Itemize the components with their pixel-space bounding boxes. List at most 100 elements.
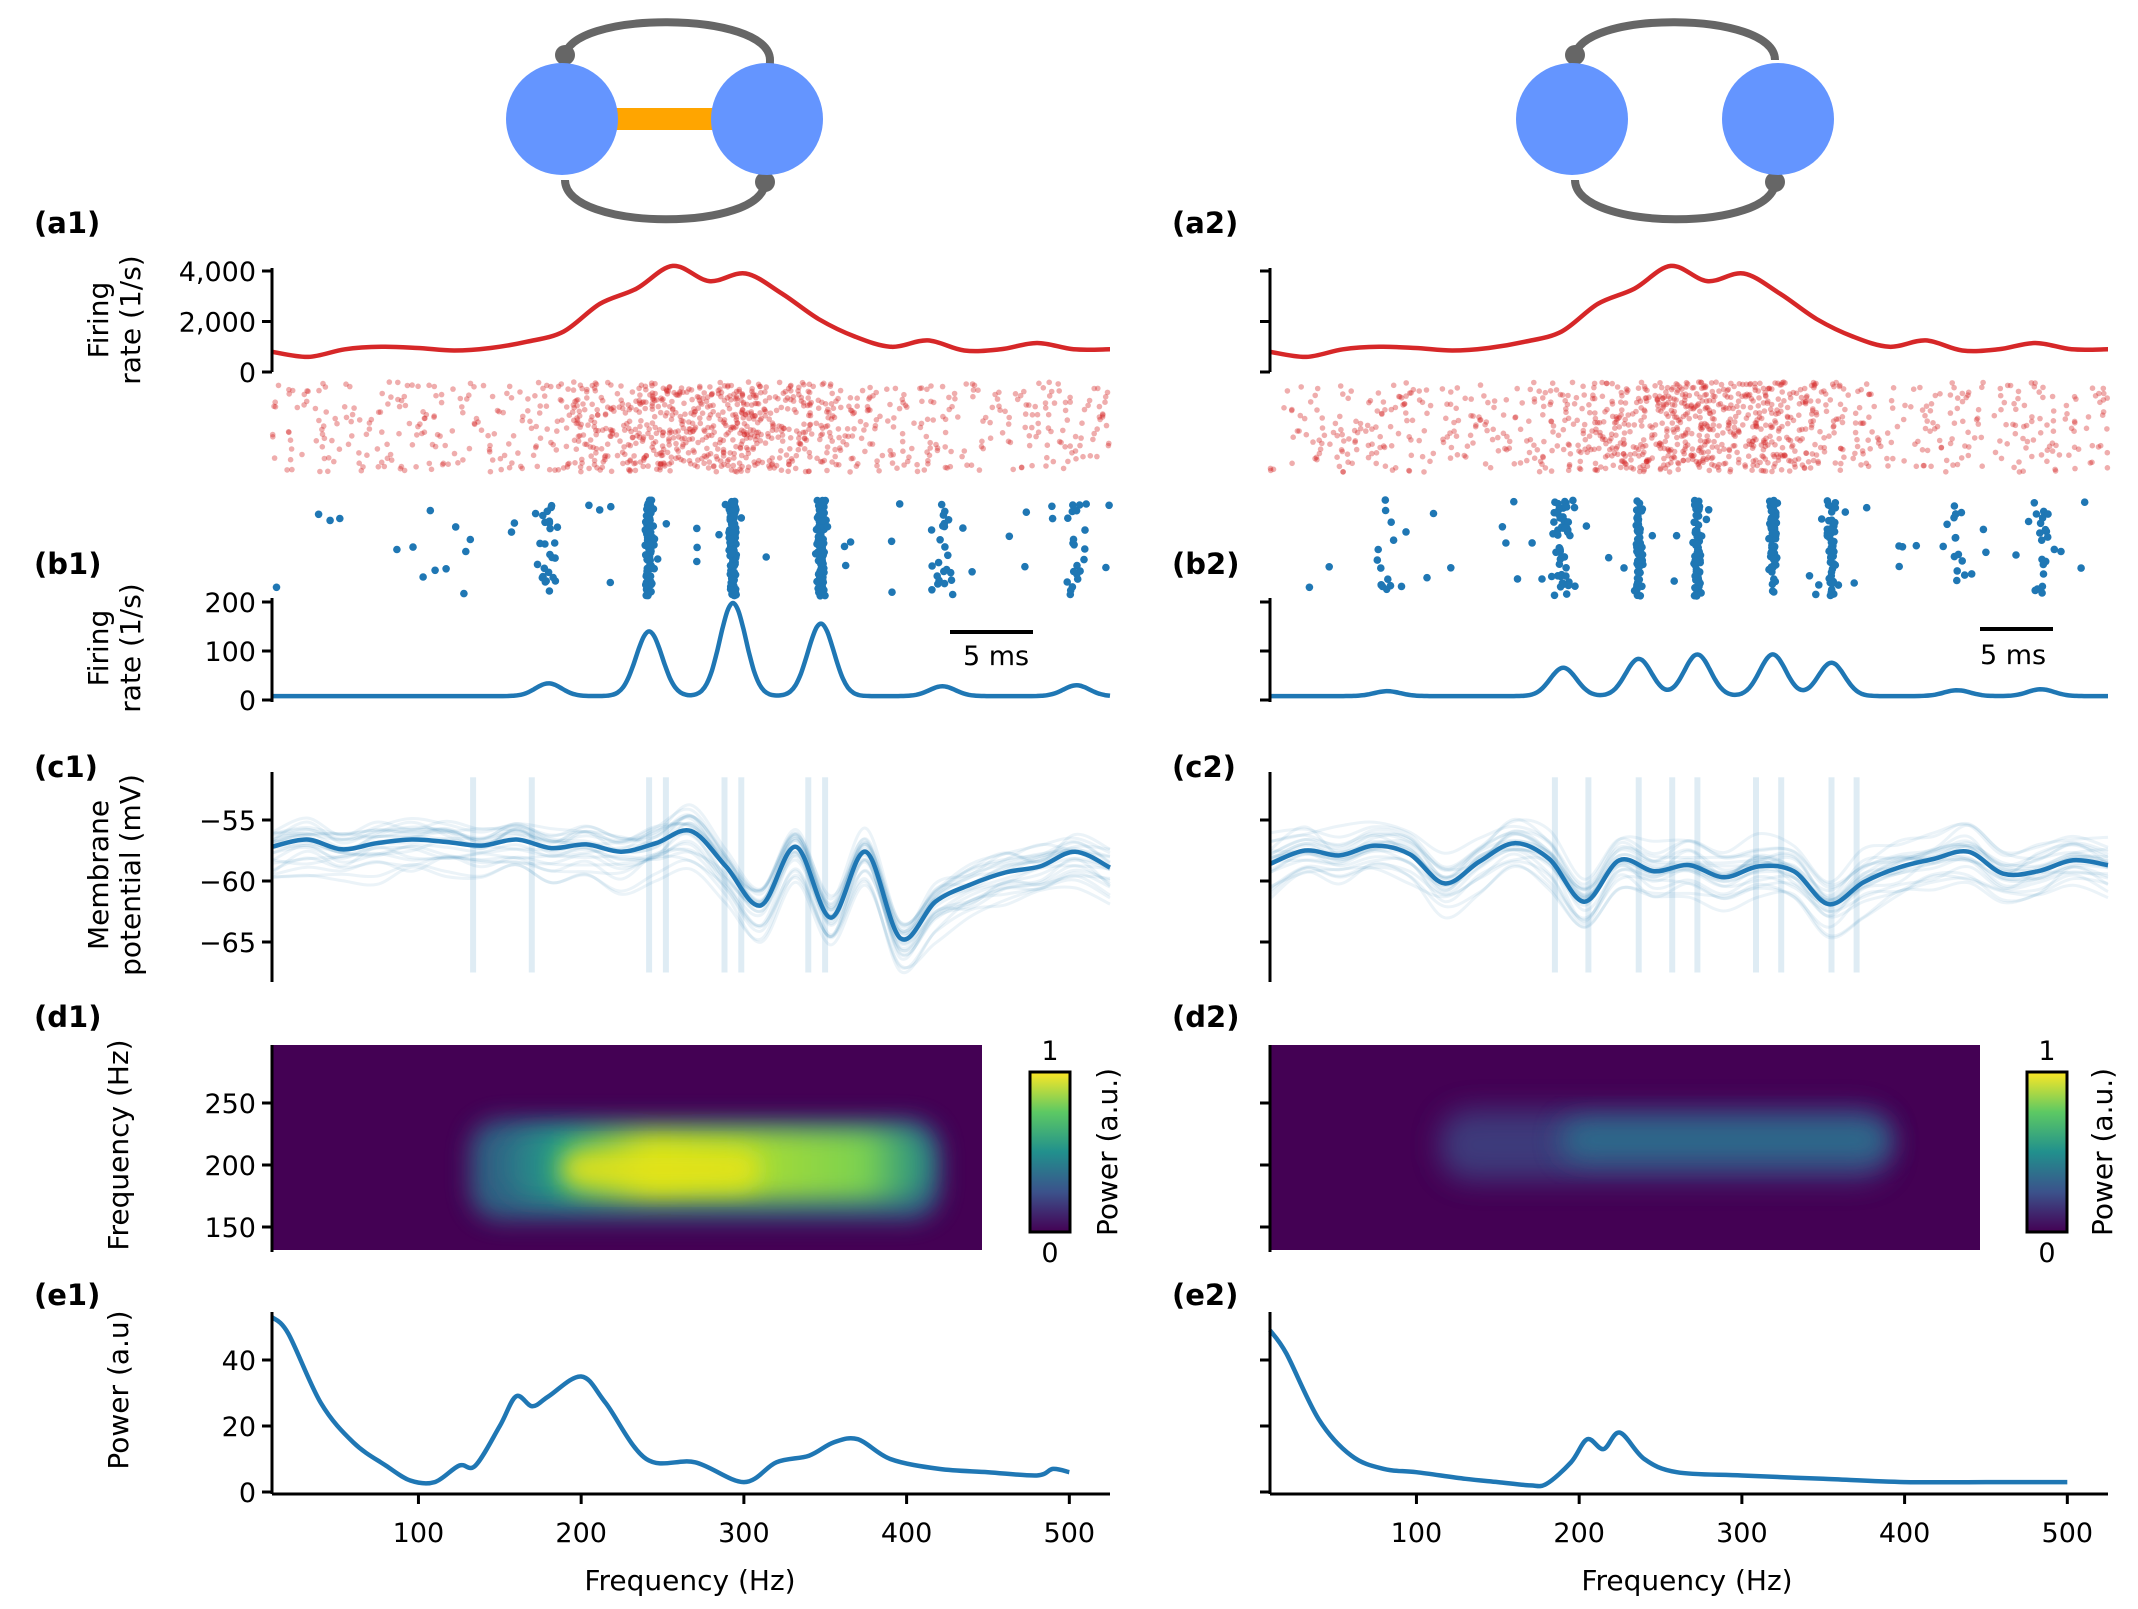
membrane-trace xyxy=(1269,845,2109,913)
raster-dot xyxy=(591,461,598,468)
raster-dot xyxy=(2016,459,2022,465)
raster-dot xyxy=(1931,426,1938,432)
raster-dot xyxy=(648,380,655,387)
e1-y-tick-label: 20 xyxy=(222,1412,256,1443)
raster-dot xyxy=(1831,518,1839,527)
raster-dot xyxy=(1681,400,1688,407)
raster-dot xyxy=(1915,438,1921,445)
raster-dot xyxy=(1387,518,1395,526)
raster-dot xyxy=(1365,454,1372,461)
raster-dot xyxy=(2077,564,2085,572)
raster-dot xyxy=(1710,397,1717,404)
raster-dot xyxy=(1439,386,1446,392)
raster-dot xyxy=(607,502,615,511)
raster-dot xyxy=(1416,388,1422,394)
panel-label-a1: (a1) xyxy=(34,206,100,240)
raster-dot xyxy=(1831,430,1837,436)
raster-dot xyxy=(1035,429,1042,436)
raster-dot xyxy=(666,442,672,448)
e-ylabel: Power (a.u) xyxy=(102,1310,135,1469)
panel-label-b2: (b2) xyxy=(1172,547,1239,581)
raster-dot xyxy=(420,409,426,415)
raster-dot xyxy=(1721,461,1727,467)
raster-dot xyxy=(944,551,952,560)
raster-dot xyxy=(939,522,947,530)
raster-dot xyxy=(633,407,639,413)
raster-dot xyxy=(642,383,649,390)
raster-dot xyxy=(536,539,544,548)
b1-y-tick-label: 200 xyxy=(204,588,256,619)
raster-dot xyxy=(459,404,465,410)
raster-dot xyxy=(659,452,666,459)
raster-dot xyxy=(1646,394,1652,401)
raster-dot xyxy=(816,540,825,548)
raster-dot xyxy=(2007,382,2014,389)
raster-dot xyxy=(272,583,281,592)
raster-dot xyxy=(1616,414,1623,421)
raster-dot xyxy=(1615,415,1621,422)
raster-dot xyxy=(1352,438,1359,444)
raster-dot xyxy=(1965,389,1972,396)
raster-dot xyxy=(1104,389,1111,396)
raster-dot xyxy=(1555,432,1562,439)
raster-dot xyxy=(1821,435,1827,441)
raster-dot xyxy=(1710,426,1716,433)
raster-dot xyxy=(775,434,781,441)
raster-dot xyxy=(819,425,826,432)
raster-dot xyxy=(438,399,445,406)
raster-dot xyxy=(1888,439,1895,446)
raster-dot xyxy=(294,404,301,411)
neuron-node-left xyxy=(1516,63,1628,175)
raster-dot xyxy=(936,536,944,544)
raster-dot xyxy=(1613,416,1620,423)
raster-dot xyxy=(629,434,636,441)
raster-dot xyxy=(784,395,791,401)
raster-dot xyxy=(704,445,710,452)
raster-dot xyxy=(1749,445,1756,452)
raster-dot xyxy=(1550,508,1558,517)
raster-dot xyxy=(1689,446,1696,452)
raster-dot xyxy=(650,447,657,454)
raster-dot xyxy=(1656,440,1663,447)
raster-dot xyxy=(1808,424,1815,431)
raster-dot xyxy=(593,427,599,434)
raster-dot xyxy=(1821,444,1828,451)
raster-dot xyxy=(825,414,831,421)
raster-dot xyxy=(1912,541,1921,550)
raster-dot xyxy=(739,410,745,417)
raster-dot xyxy=(1363,428,1369,434)
raster-dot xyxy=(793,452,800,459)
raster-dot xyxy=(645,516,653,524)
raster-dot xyxy=(736,388,742,395)
raster-dot xyxy=(996,389,1002,396)
raster-dot xyxy=(609,430,616,437)
raster-dot xyxy=(672,429,679,435)
raster-dot xyxy=(745,464,752,470)
raster-dot xyxy=(757,438,764,444)
raster-dot xyxy=(1512,414,1518,421)
raster-dot xyxy=(668,416,675,423)
raster-dot xyxy=(767,465,773,471)
raster-dot xyxy=(781,425,787,432)
raster-dot xyxy=(1695,531,1704,539)
raster-dot xyxy=(1638,441,1644,448)
raster-dot xyxy=(1702,442,1708,448)
raster-dot xyxy=(1638,405,1644,411)
raster-dot xyxy=(681,435,688,442)
raster-dot xyxy=(1774,451,1780,458)
raster-dot xyxy=(1758,467,1765,474)
raster-dot xyxy=(1810,379,1817,386)
raster-dot xyxy=(1696,379,1702,385)
raster-dot xyxy=(752,437,759,443)
raster-dot xyxy=(585,422,591,428)
raster-dot xyxy=(1830,424,1837,430)
raster-dot xyxy=(621,444,627,450)
raster-dot xyxy=(690,447,696,454)
raster-dot xyxy=(558,381,565,387)
raster-dot xyxy=(546,550,554,559)
raster-dot xyxy=(1281,405,1287,411)
raster-dot xyxy=(829,390,835,397)
raster-dot xyxy=(1839,419,1846,426)
raster-dot xyxy=(927,526,936,534)
raster-dot xyxy=(1464,443,1471,450)
